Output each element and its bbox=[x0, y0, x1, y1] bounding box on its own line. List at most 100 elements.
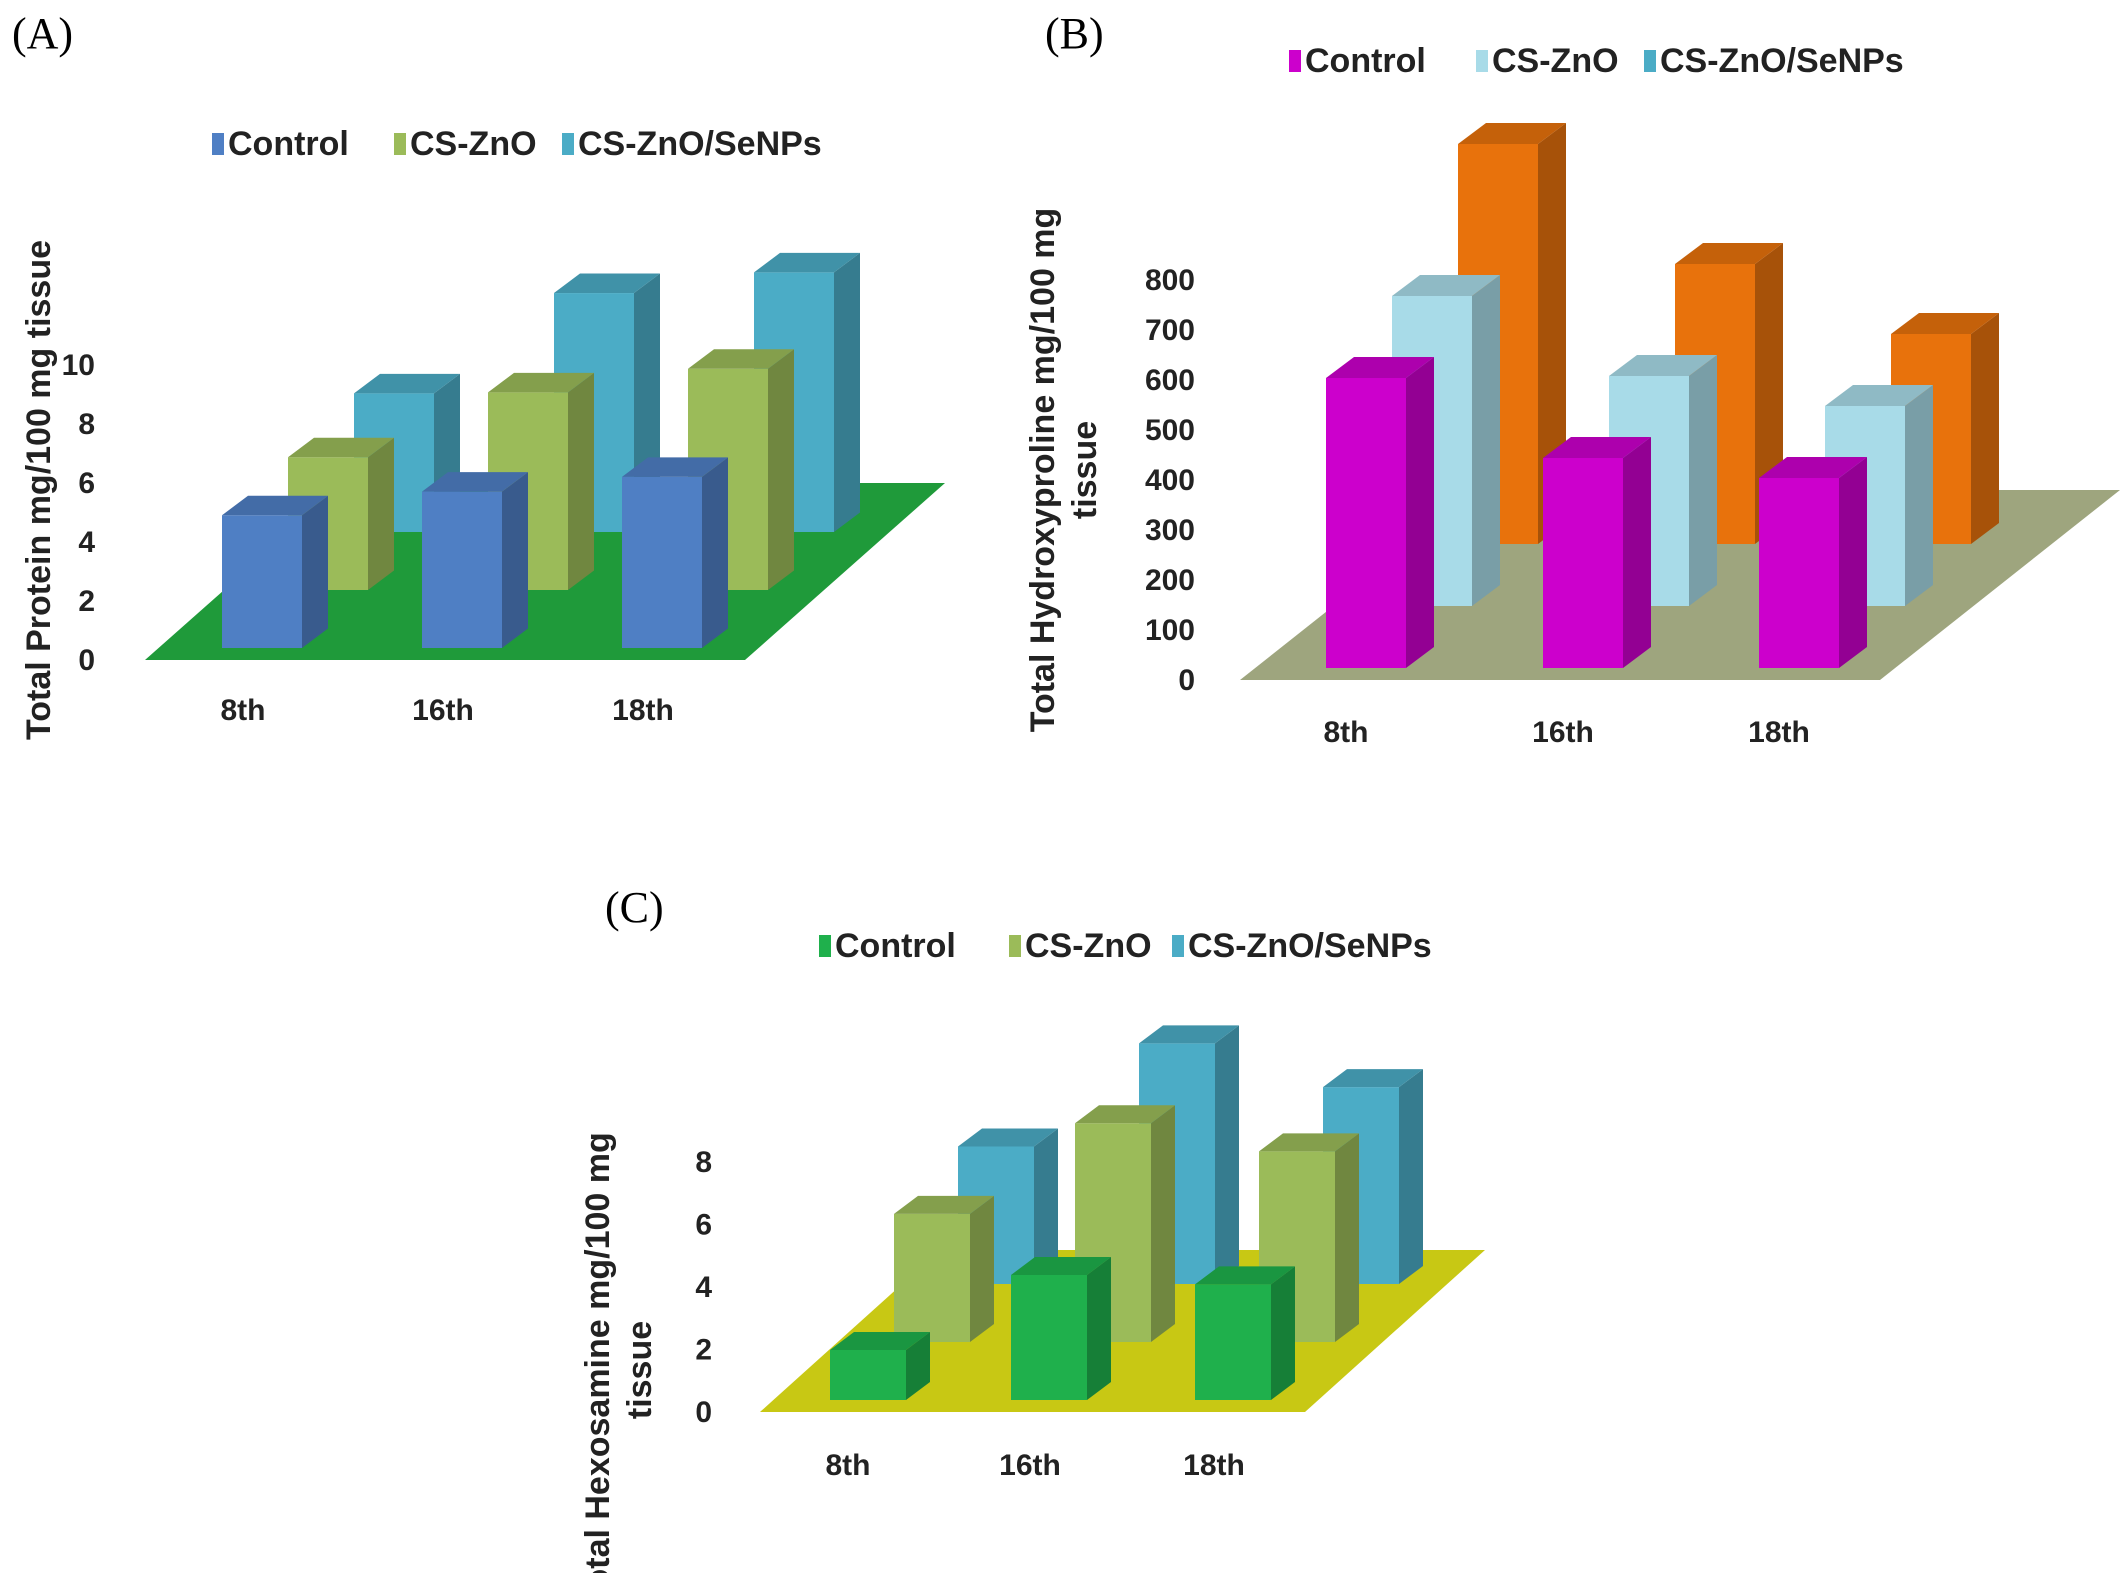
y-tick-label: 4 bbox=[695, 1271, 712, 1304]
bar-control-16th bbox=[422, 472, 528, 648]
bar-side bbox=[1087, 1257, 1111, 1400]
y-axis-title-line: tissue bbox=[621, 1321, 659, 1419]
x-tick-label: 8th bbox=[1324, 716, 1369, 749]
bar-control-18th bbox=[1759, 457, 1867, 668]
y-tick-label: 800 bbox=[1145, 264, 1195, 297]
panel-b-chart: (B) Control CS-ZnO CS-ZnO/SeNPs 0 100 200 300 40… bbox=[1024, 9, 2120, 749]
bar-top bbox=[1195, 1266, 1295, 1285]
y-tick-label: 500 bbox=[1145, 414, 1195, 447]
legend-swatch bbox=[212, 133, 224, 155]
bar-side bbox=[502, 472, 528, 648]
bar-front bbox=[1543, 458, 1623, 668]
legend-swatch bbox=[394, 133, 406, 155]
y-axis-title-line: Total Hexosamine mg/100 mg bbox=[579, 1132, 617, 1573]
y-tick-label: 700 bbox=[1145, 314, 1195, 347]
y-tick-label: 300 bbox=[1145, 514, 1195, 547]
y-axis-title: Total Hydroxyproline mg/100 mg tissue bbox=[1024, 208, 1104, 733]
bar-side bbox=[1971, 313, 1999, 544]
bar-top bbox=[222, 495, 328, 516]
bar-top bbox=[958, 1128, 1058, 1147]
legend-label: CS-ZnO/SeNPs bbox=[578, 125, 822, 163]
bar-side bbox=[1034, 1128, 1058, 1284]
bar-front bbox=[830, 1350, 906, 1400]
bar-side bbox=[1215, 1025, 1239, 1284]
bar-control-8th bbox=[222, 495, 328, 648]
y-tick-label: 6 bbox=[78, 467, 95, 500]
bar-top bbox=[1759, 457, 1867, 478]
legend-swatch bbox=[1289, 50, 1301, 72]
bar-control-16th bbox=[1011, 1257, 1111, 1400]
bar-side bbox=[1335, 1133, 1359, 1342]
bar-control-16th bbox=[1543, 437, 1651, 668]
bar-front bbox=[1326, 378, 1406, 668]
bar-top bbox=[1392, 275, 1500, 296]
bar-front bbox=[1011, 1275, 1087, 1400]
bar-side bbox=[702, 457, 728, 648]
y-axis-title-line: tissue bbox=[1066, 421, 1104, 519]
legend-swatch bbox=[1009, 935, 1021, 957]
legend-label: Control bbox=[228, 125, 349, 163]
y-axis-title: Total Hexosamine mg/100 mg tissue bbox=[579, 1132, 659, 1578]
y-tick-label: 0 bbox=[78, 644, 95, 677]
y-tick-label: 6 bbox=[695, 1209, 712, 1242]
bar-top bbox=[1139, 1025, 1239, 1044]
x-tick-label: 8th bbox=[826, 1449, 871, 1482]
bar-control-8th bbox=[830, 1332, 930, 1400]
y-axis-title: Total Protein mg/100 mg tissue bbox=[20, 240, 58, 740]
legend-label: CS-ZnO/SeNPs bbox=[1660, 42, 1904, 80]
panel-label: (A) bbox=[12, 9, 73, 58]
bar-front bbox=[622, 476, 702, 648]
bar-control-18th bbox=[1195, 1266, 1295, 1400]
x-tick-label: 16th bbox=[412, 694, 474, 727]
legend-label: Control bbox=[835, 927, 956, 965]
bar-control-8th bbox=[1326, 357, 1434, 668]
bar-side bbox=[1151, 1105, 1175, 1342]
bar-top bbox=[754, 252, 860, 273]
legend-label: CS-ZnO bbox=[1025, 927, 1152, 965]
bar-top bbox=[354, 373, 460, 394]
bar-side bbox=[1623, 437, 1651, 668]
y-tick-label: 0 bbox=[695, 1396, 712, 1429]
bar-side bbox=[568, 372, 594, 590]
bar-top bbox=[830, 1332, 930, 1350]
y-tick-label: 200 bbox=[1145, 564, 1195, 597]
bar-top bbox=[1458, 123, 1566, 144]
bar-top bbox=[1609, 355, 1717, 376]
y-tick-label: 8 bbox=[78, 408, 95, 441]
y-tick-label: 2 bbox=[78, 585, 95, 618]
bar-top bbox=[1825, 385, 1933, 406]
bar-side bbox=[1406, 357, 1434, 668]
bar-top bbox=[1326, 357, 1434, 378]
bar-side bbox=[834, 252, 860, 532]
bar-side bbox=[970, 1195, 994, 1342]
bar-top bbox=[1675, 243, 1783, 264]
bar-side bbox=[302, 495, 328, 648]
bar-top bbox=[1543, 437, 1651, 458]
y-axis-title-line: Total Hydroxyproline mg/100 mg bbox=[1024, 208, 1062, 733]
legend-label: CS-ZnO/SeNPs bbox=[1188, 927, 1432, 965]
bar-top bbox=[422, 472, 528, 492]
bar-top bbox=[1891, 313, 1999, 334]
bar-side bbox=[1399, 1069, 1423, 1284]
panel-label: (C) bbox=[605, 883, 664, 932]
bar-front bbox=[1195, 1284, 1271, 1400]
x-tick-label: 16th bbox=[999, 1449, 1061, 1482]
bar-side bbox=[1839, 457, 1867, 668]
bar-side bbox=[1905, 385, 1933, 606]
legend-swatch bbox=[562, 133, 574, 155]
legend-label: CS-ZnO bbox=[1492, 42, 1619, 80]
bar-side bbox=[368, 437, 394, 590]
y-tick-label: 2 bbox=[695, 1334, 712, 1367]
bar-top bbox=[288, 437, 394, 458]
bar-side bbox=[1271, 1266, 1295, 1400]
y-tick-label: 400 bbox=[1145, 464, 1195, 497]
y-tick-label: 600 bbox=[1145, 364, 1195, 397]
panel-c-chart: (C) Control CS-ZnO CS-ZnO/SeNPs 0 2 4 6 8 8th 16th… bbox=[579, 883, 1485, 1578]
panel-label: (B) bbox=[1045, 9, 1104, 58]
legend-swatch bbox=[1172, 935, 1184, 957]
bar-front bbox=[1759, 478, 1839, 668]
y-tick-label: 100 bbox=[1145, 614, 1195, 647]
legend-swatch bbox=[1644, 50, 1656, 72]
legend-swatch bbox=[819, 935, 831, 957]
